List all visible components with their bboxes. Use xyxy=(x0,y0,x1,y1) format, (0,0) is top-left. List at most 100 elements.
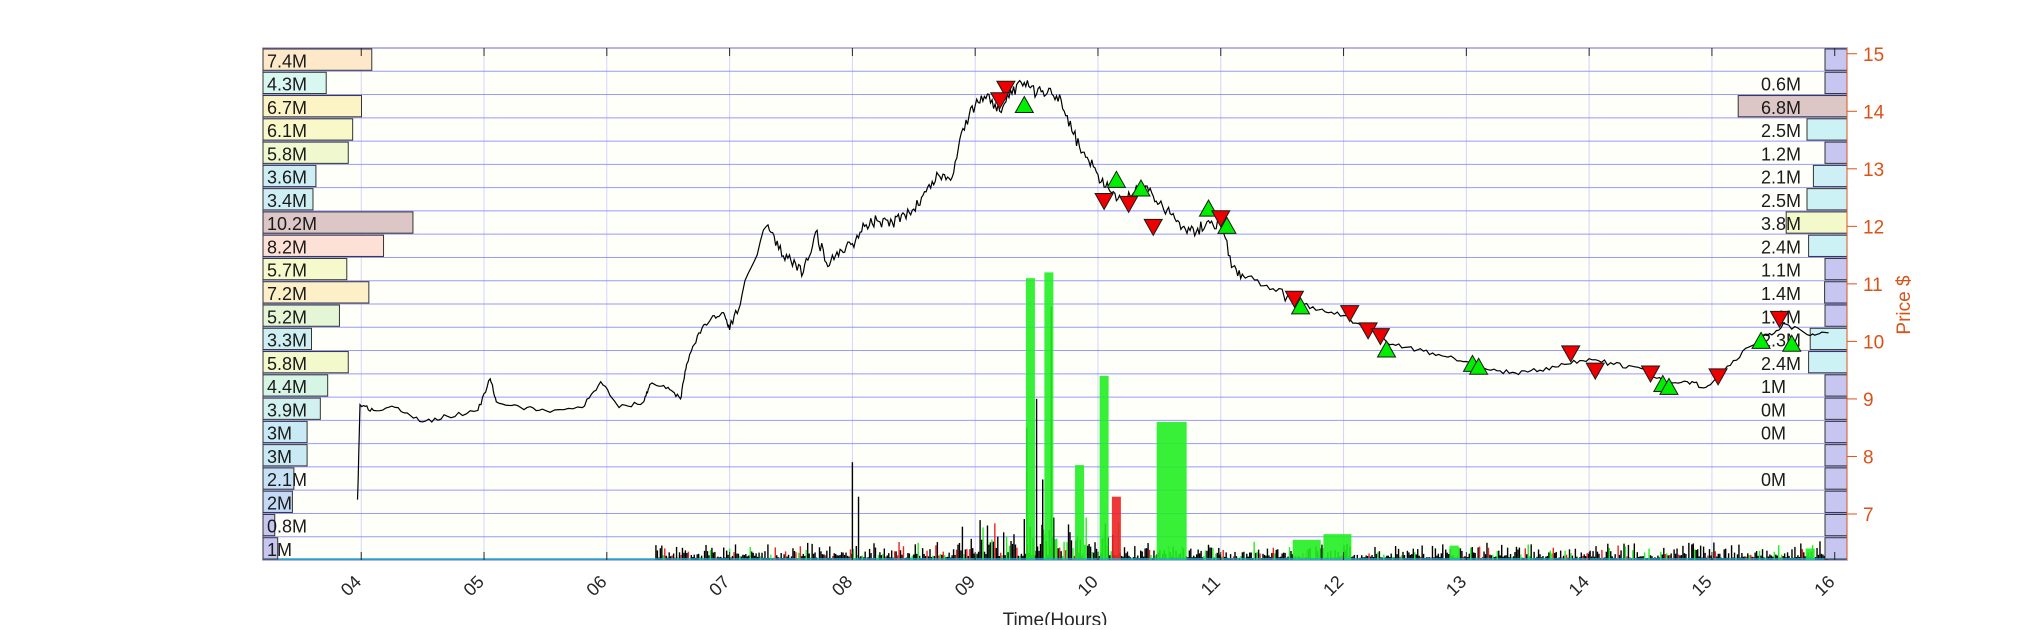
sell-marker xyxy=(1210,210,1231,228)
left-profile-label: 4.3M xyxy=(267,75,307,95)
y-tick-label: 11 xyxy=(1863,275,1883,296)
left-profile-label: 8.2M xyxy=(267,237,307,257)
left-profile-label: 0.8M xyxy=(267,517,307,537)
right-profile-bar xyxy=(1806,118,1848,141)
sell-marker xyxy=(1585,362,1606,381)
right-profile-label: 0M xyxy=(1761,424,1786,444)
sell-marker xyxy=(1339,305,1360,323)
left-profile-label: 2.1M xyxy=(267,470,307,490)
right-profile-bar xyxy=(1808,351,1848,374)
grid-layer xyxy=(263,47,1847,561)
right-profile-bar xyxy=(1824,48,1848,71)
buy-marker xyxy=(1217,216,1237,234)
left-profile-label: 4.4M xyxy=(267,377,307,397)
left-profile-label: 5.7M xyxy=(267,261,307,281)
left-profile-bar xyxy=(262,420,308,444)
volume-bar xyxy=(1156,421,1187,560)
volume-bar xyxy=(1449,545,1459,560)
left-profile-bar xyxy=(262,444,308,467)
left-profile-bar xyxy=(262,467,295,490)
left-profile-bar xyxy=(262,71,327,95)
right-profile-bar xyxy=(1824,397,1848,420)
right-profile-bar xyxy=(1824,281,1848,304)
right-profile-bar xyxy=(1824,304,1848,327)
left-profile-label: 1M xyxy=(267,540,292,560)
right-volume-profile: 0.6M 6.8M 2.5M 1.2M 2.1M 2.5M 3.8M 2.4M 1.1M 1.4M… xyxy=(1737,48,1848,560)
left-profile-bar xyxy=(262,188,314,211)
volume-bar xyxy=(1044,272,1054,560)
volume-bar xyxy=(1292,539,1321,560)
right-profile-bar xyxy=(1824,490,1848,513)
buy-marker xyxy=(1106,170,1127,188)
right-profile-label: 1.2M xyxy=(1761,144,1801,164)
left-profile-bar xyxy=(262,257,348,281)
right-profile-label: 2.1M xyxy=(1761,168,1801,188)
buy-marker xyxy=(1290,296,1311,315)
y-tick-label: 10 xyxy=(1863,332,1884,353)
right-profile-bar xyxy=(1824,444,1848,467)
sell-marker xyxy=(1284,290,1305,309)
price-line xyxy=(356,79,1829,500)
right-profile-bar xyxy=(1824,467,1848,490)
sell-marker xyxy=(1370,328,1391,346)
left-profile-bar xyxy=(262,48,373,71)
sell-marker xyxy=(989,92,1010,110)
right-profile-bar xyxy=(1824,420,1848,444)
marker-layer xyxy=(989,80,1802,395)
y-tick-label: 9 xyxy=(1863,390,1874,411)
right-profile-label: 3.8M xyxy=(1761,214,1801,234)
left-profile-bar xyxy=(262,118,354,141)
right-profile-bar xyxy=(1824,71,1848,95)
left-volume-profile: 7.4M 4.3M 6.7M 6.1M 5.8M 3.6M 3.4M 10.2M 8.2M 5.7… xyxy=(262,48,414,560)
buy-marker xyxy=(1751,331,1771,349)
left-profile-label: 2M xyxy=(267,493,292,513)
left-profile-label: 3M xyxy=(267,447,292,467)
volume-bar xyxy=(1805,548,1815,560)
left-profile-bar xyxy=(262,374,329,397)
right-profile-bar xyxy=(1824,513,1848,537)
buy-marker xyxy=(1014,95,1035,114)
right-profile-label: 1.4M xyxy=(1761,284,1801,304)
y-tick-label: 12 xyxy=(1863,217,1884,238)
volume-bar xyxy=(1099,375,1109,560)
sell-marker xyxy=(1094,192,1114,211)
left-profile-bar xyxy=(262,537,279,560)
right-profile-label: 0M xyxy=(1761,470,1786,490)
right-profile-label: 2.5M xyxy=(1761,191,1801,211)
y-tick-label: 13 xyxy=(1863,160,1884,181)
left-profile-bar xyxy=(262,327,313,351)
buy-marker xyxy=(1468,357,1489,375)
volume-bar xyxy=(1111,496,1121,560)
left-profile-bar xyxy=(262,490,293,513)
left-profile-label: 5.8M xyxy=(267,144,307,164)
left-profile-bar xyxy=(262,281,370,304)
x-axis-label: Time(Hours) xyxy=(1003,610,1108,625)
left-profile-label: 7.2M xyxy=(267,284,307,304)
left-profile-label: 6.1M xyxy=(267,121,307,141)
sell-marker xyxy=(1708,368,1728,386)
left-profile-label: 3.3M xyxy=(267,331,307,351)
volume-bar xyxy=(1075,465,1085,560)
volume-bar xyxy=(1323,534,1352,560)
left-profile-label: 5.8M xyxy=(267,354,307,374)
right-profile-label: 2.4M xyxy=(1761,237,1801,257)
right-profile-label: 0M xyxy=(1761,400,1786,420)
y-axis-label: Price $ xyxy=(1894,275,1915,335)
right-profile-label: 0.6M xyxy=(1761,75,1801,95)
left-profile-bar xyxy=(262,351,349,374)
sell-marker xyxy=(1640,365,1661,384)
right-profile-bar xyxy=(1824,374,1848,397)
left-profile-bar xyxy=(262,397,321,420)
buy-marker xyxy=(1781,334,1802,352)
y-tick-label: 15 xyxy=(1863,45,1884,66)
right-profile-bar xyxy=(1809,327,1848,351)
left-profile-label: 10.2M xyxy=(267,214,317,234)
buy-marker xyxy=(1131,178,1151,197)
right-profile-bar xyxy=(1824,141,1848,164)
buy-marker xyxy=(1659,377,1679,395)
left-profile-bar xyxy=(262,513,276,537)
right-profile-bar xyxy=(1808,234,1848,257)
sell-marker xyxy=(996,80,1016,99)
sell-marker xyxy=(1560,345,1581,363)
